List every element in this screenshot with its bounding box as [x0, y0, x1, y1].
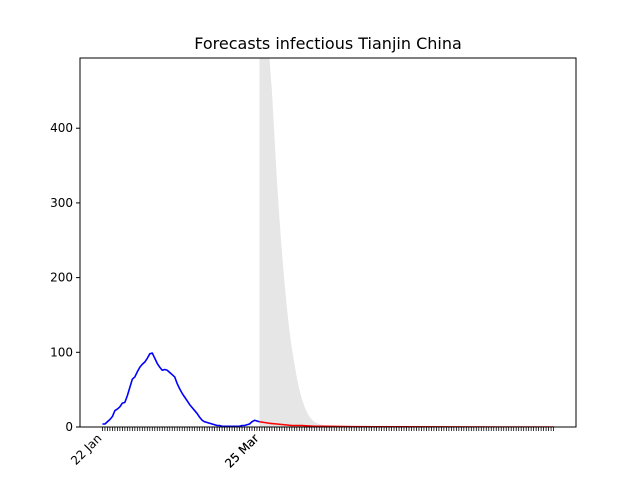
forecast-band-layer	[259, 58, 554, 427]
y-tick-label: 100	[50, 345, 73, 359]
y-tick-label: 300	[50, 196, 73, 210]
x-tick-label: 25 Mar	[222, 431, 261, 470]
forecast-band	[259, 58, 554, 427]
chart-title: Forecasts infectious Tianjin China	[194, 34, 462, 53]
x-tick-label: 22 Jan	[68, 431, 104, 467]
y-tick-label: 400	[50, 121, 73, 135]
plot-frame	[79, 57, 577, 428]
series-layer	[102, 352, 554, 427]
observed-line	[102, 352, 260, 427]
y-tick-label: 0	[65, 420, 73, 434]
y-tick-label: 200	[50, 271, 73, 285]
